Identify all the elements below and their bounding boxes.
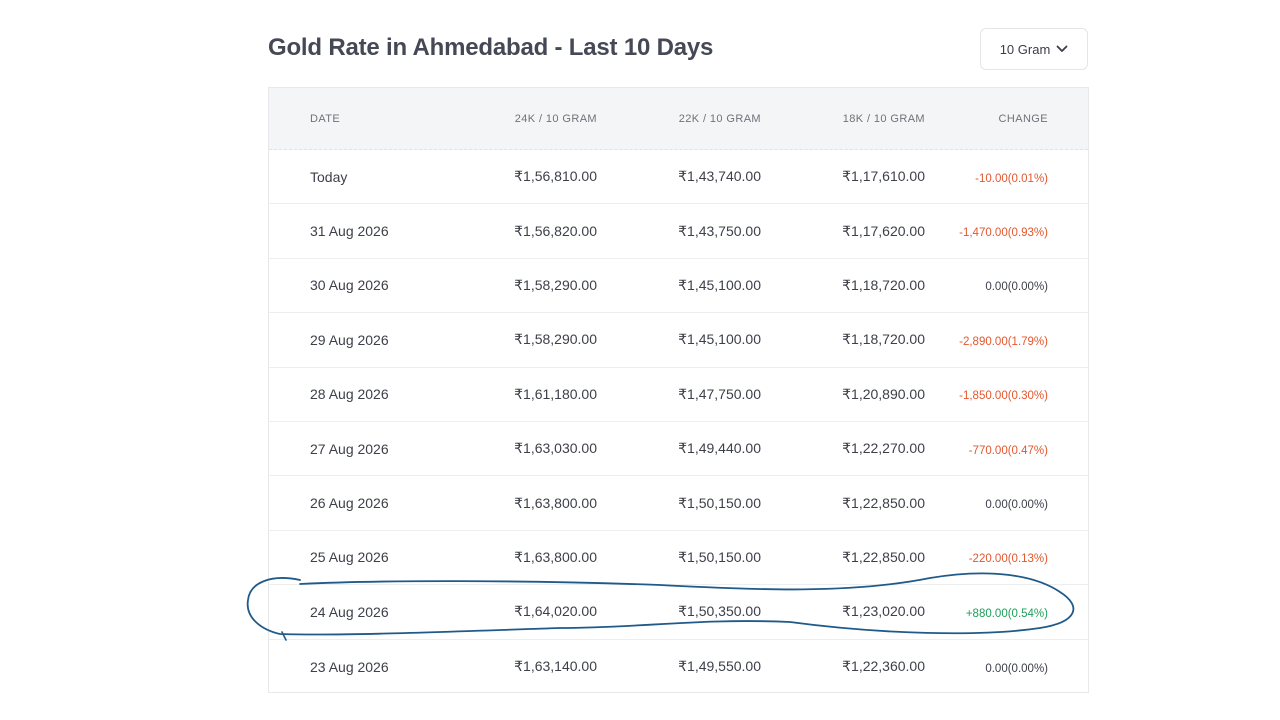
- cell-18k: ₹1,22,850.00: [842, 494, 925, 511]
- cell-change: -2,890.00(1.79%): [925, 332, 1048, 348]
- cell-change: -1,850.00(0.30%): [925, 386, 1048, 402]
- cell-24k: ₹1,58,290.00: [514, 276, 597, 293]
- header-date: DATE: [310, 112, 341, 125]
- change-value: -220.00(0.13%): [968, 553, 1048, 566]
- cell-date: 28 Aug 2026: [310, 386, 389, 403]
- cell-22k: ₹1,43,740.00: [678, 168, 761, 185]
- page-title: Gold Rate in Ahmedabad - Last 10 Days: [268, 34, 714, 61]
- cell-24k: ₹1,63,800.00: [514, 548, 597, 565]
- cell-change: 0.00(0.00%): [925, 495, 1048, 511]
- table-body: Today ₹1,56,810.00 ₹1,43,740.00 ₹1,17,610.0…: [269, 150, 1088, 694]
- cell-date: Today: [310, 168, 348, 185]
- table-row: 30 Aug 2026 ₹1,58,290.00 ₹1,45,100.00 ₹1,18…: [269, 259, 1088, 314]
- cell-18k: ₹1,18,720.00: [842, 276, 925, 293]
- cell-18k: ₹1,17,610.00: [842, 168, 925, 185]
- cell-24k: ₹1,64,020.00: [514, 603, 597, 620]
- change-value: -10.00(0.01%): [975, 172, 1048, 185]
- table-row: 29 Aug 2026 ₹1,58,290.00 ₹1,45,100.00 ₹1,18…: [269, 313, 1088, 368]
- cell-24k: ₹1,58,290.00: [514, 331, 597, 348]
- table-row: 25 Aug 2026 ₹1,63,800.00 ₹1,50,150.00 ₹1,22…: [269, 531, 1088, 586]
- cell-change: 0.00(0.00%): [925, 659, 1048, 675]
- cell-22k: ₹1,45,100.00: [678, 276, 761, 293]
- cell-date: 25 Aug 2026: [310, 549, 389, 566]
- cell-change: -770.00(0.47%): [925, 441, 1048, 457]
- table-row: 23 Aug 2026 ₹1,63,140.00 ₹1,49,550.00 ₹1,22…: [269, 640, 1088, 694]
- table-row: 28 Aug 2026 ₹1,61,180.00 ₹1,47,750.00 ₹1,20…: [269, 368, 1088, 422]
- cell-22k: ₹1,49,550.00: [678, 658, 761, 675]
- unit-dropdown-value: 10 Gram: [999, 41, 1051, 57]
- cell-18k: ₹1,20,890.00: [842, 385, 925, 402]
- cell-date: 30 Aug 2026: [310, 277, 389, 294]
- cell-change: -220.00(0.13%): [925, 549, 1048, 565]
- cell-24k: ₹1,63,140.00: [514, 658, 597, 675]
- cell-24k: ₹1,56,810.00: [514, 168, 597, 185]
- header-change: CHANGE: [998, 112, 1048, 125]
- table-row: 27 Aug 2026 ₹1,63,030.00 ₹1,49,440.00 ₹1,22…: [269, 422, 1088, 477]
- change-value: -2,890.00(1.79%): [959, 335, 1048, 348]
- change-value: 0.00(0.00%): [985, 662, 1048, 675]
- cell-22k: ₹1,50,350.00: [678, 603, 761, 620]
- header-18k: 18K / 10 GRAM: [842, 112, 925, 125]
- cell-date: 24 Aug 2026: [310, 603, 389, 620]
- table-row: 26 Aug 2026 ₹1,63,800.00 ₹1,50,150.00 ₹1,22…: [269, 476, 1088, 531]
- table-header: DATE 24K / 10 GRAM 22K / 10 GRAM 18K / 1…: [269, 88, 1088, 150]
- cell-22k: ₹1,49,440.00: [678, 440, 761, 457]
- gold-rate-table: DATE 24K / 10 GRAM 22K / 10 GRAM 18K / 1…: [268, 87, 1089, 693]
- cell-change: -1,470.00(0.93%): [925, 223, 1048, 239]
- header-24k: 24K / 10 GRAM: [514, 112, 597, 125]
- cell-18k: ₹1,18,720.00: [842, 331, 925, 348]
- cell-18k: ₹1,22,850.00: [842, 548, 925, 565]
- change-value: -1,470.00(0.93%): [959, 227, 1048, 240]
- cell-22k: ₹1,45,100.00: [678, 331, 761, 348]
- change-value: 0.00(0.00%): [985, 281, 1048, 294]
- cell-24k: ₹1,63,800.00: [514, 494, 597, 511]
- cell-date: 26 Aug 2026: [310, 495, 389, 512]
- cell-change: +880.00(0.54%): [925, 604, 1048, 620]
- cell-22k: ₹1,43,750.00: [678, 222, 761, 239]
- chevron-down-icon: [1056, 45, 1068, 53]
- change-value: 0.00(0.00%): [985, 499, 1048, 512]
- cell-22k: ₹1,50,150.00: [678, 548, 761, 565]
- cell-24k: ₹1,61,180.00: [514, 385, 597, 402]
- cell-date: 31 Aug 2026: [310, 223, 389, 240]
- table-row: 31 Aug 2026 ₹1,56,820.00 ₹1,43,750.00 ₹1,17…: [269, 204, 1088, 259]
- cell-24k: ₹1,56,820.00: [514, 222, 597, 239]
- cell-22k: ₹1,50,150.00: [678, 494, 761, 511]
- cell-date: 23 Aug 2026: [310, 658, 389, 675]
- table-row: Today ₹1,56,810.00 ₹1,43,740.00 ₹1,17,610.0…: [269, 150, 1088, 205]
- cell-24k: ₹1,63,030.00: [514, 440, 597, 457]
- cell-18k: ₹1,23,020.00: [842, 603, 925, 620]
- cell-date: 27 Aug 2026: [310, 440, 389, 457]
- header-22k: 22K / 10 GRAM: [678, 112, 761, 125]
- cell-18k: ₹1,22,360.00: [842, 658, 925, 675]
- cell-date: 29 Aug 2026: [310, 331, 389, 348]
- cell-18k: ₹1,22,270.00: [842, 440, 925, 457]
- table-row: 24 Aug 2026 ₹1,64,020.00 ₹1,50,350.00 ₹1,23…: [269, 585, 1088, 640]
- cell-change: 0.00(0.00%): [925, 277, 1048, 293]
- cell-change: -10.00(0.01%): [925, 169, 1048, 185]
- change-value: -770.00(0.47%): [968, 444, 1048, 457]
- cell-18k: ₹1,17,620.00: [842, 222, 925, 239]
- change-value: -1,850.00(0.30%): [959, 390, 1048, 403]
- cell-22k: ₹1,47,750.00: [678, 385, 761, 402]
- change-value: +880.00(0.54%): [965, 607, 1048, 620]
- unit-dropdown[interactable]: 10 Gram: [980, 28, 1088, 70]
